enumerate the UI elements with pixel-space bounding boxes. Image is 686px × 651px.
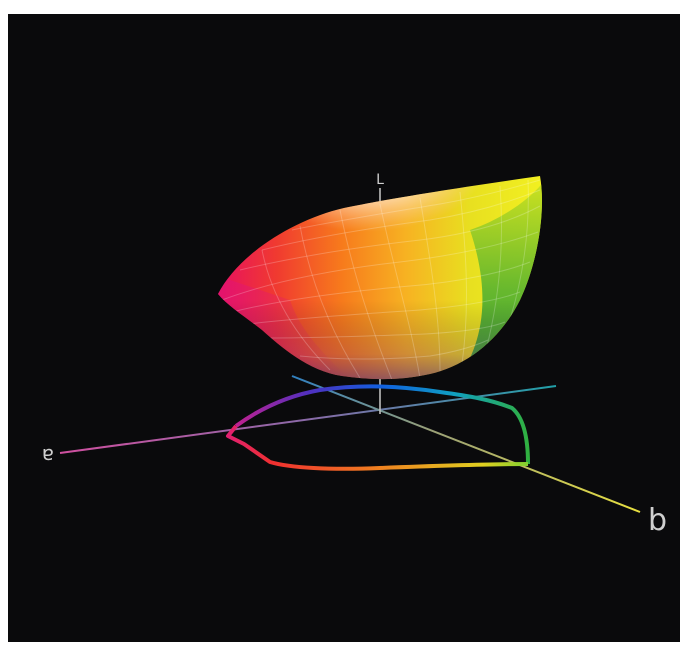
b-axis-label: b	[648, 503, 667, 538]
gamut-mesh	[221, 179, 541, 380]
b-axis-line	[291, 375, 641, 513]
a-axis-label: a	[42, 444, 54, 468]
locus-front	[226, 424, 529, 471]
spectral-locus	[226, 384, 530, 471]
l-axis-label: L	[376, 172, 384, 188]
locus-back	[234, 384, 530, 465]
